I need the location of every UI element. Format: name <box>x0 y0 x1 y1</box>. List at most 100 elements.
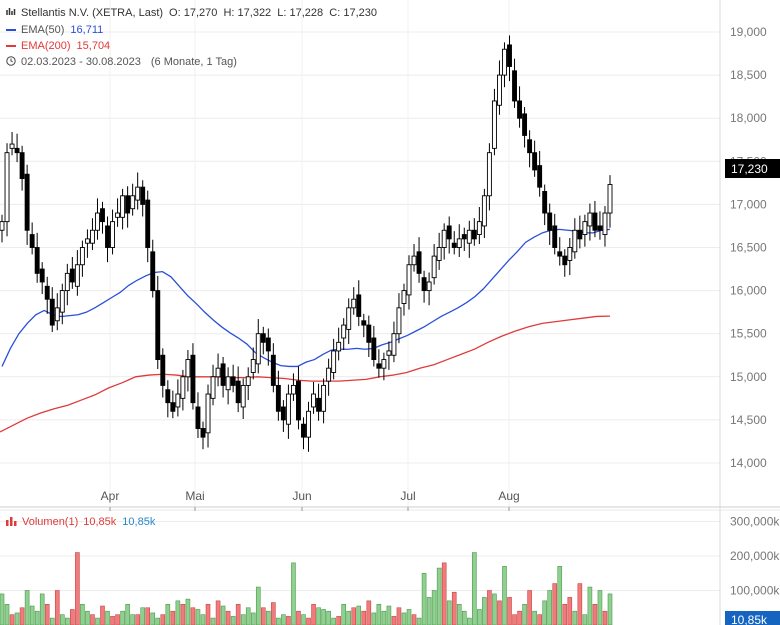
volume-bar <box>281 614 286 625</box>
month-tick-label: Aug <box>498 489 519 503</box>
candle-body <box>502 48 507 76</box>
candle-body <box>486 152 492 197</box>
volume-bar <box>507 597 512 625</box>
price-tick-label: 19,000 <box>730 25 767 39</box>
volume-bar <box>95 617 100 625</box>
ema50-swatch <box>6 29 16 32</box>
candle-body <box>175 393 181 408</box>
chart-settings-icon[interactable] <box>6 7 16 17</box>
volume-bar <box>110 616 115 625</box>
month-tick-label: Mai <box>185 489 204 503</box>
volume-series <box>0 552 613 625</box>
volume-bar <box>346 610 352 625</box>
volume-bar <box>301 614 306 625</box>
volume-bar <box>592 603 598 625</box>
candle-body <box>346 307 352 330</box>
candle-body <box>371 337 377 361</box>
volume-axis: 300,000k 200,000k 100,000k <box>730 515 780 598</box>
volume-bar <box>416 617 422 625</box>
candle-body <box>240 384 246 408</box>
candle-body <box>165 389 171 404</box>
volume-bar <box>371 612 377 625</box>
volume-bar <box>205 603 211 625</box>
ema200-label: EMA(200) <box>21 40 71 52</box>
candle-body <box>74 264 80 287</box>
volume-bar <box>215 600 221 625</box>
candle-body <box>321 384 327 412</box>
volume-tick-label: 300,000k <box>730 515 780 529</box>
volume-bar <box>24 590 30 625</box>
price-tick-label: 18,500 <box>730 68 767 82</box>
candle-body <box>587 212 593 227</box>
candle-body <box>89 229 95 244</box>
volume-bar <box>19 607 25 625</box>
volume-bar <box>461 610 467 625</box>
volume-bar <box>210 617 216 625</box>
candle-body <box>547 212 553 231</box>
candle-body <box>306 410 311 438</box>
candle-body <box>130 195 136 210</box>
volume-bar <box>316 607 321 625</box>
candle-body <box>4 152 10 223</box>
volume-bar <box>160 614 166 625</box>
volume-bar <box>155 617 161 625</box>
volume-bar <box>517 610 522 625</box>
volume-bar <box>240 614 246 625</box>
candle-body <box>19 152 25 179</box>
candle-body <box>607 184 613 214</box>
volume-bar <box>537 614 542 625</box>
candle-body <box>532 152 538 171</box>
volume-bar <box>386 605 392 625</box>
volume-bar <box>321 609 326 625</box>
candle-body <box>351 298 357 309</box>
volume-bar <box>105 610 110 625</box>
volume-label: Volumen(1) <box>22 516 79 528</box>
volume-bar <box>587 586 593 625</box>
volume-bar <box>59 614 65 625</box>
volume-bar <box>185 598 191 625</box>
candle-body <box>356 294 362 317</box>
last-price-tag-bg <box>725 159 780 178</box>
volume-bar <box>351 607 357 625</box>
candle-body <box>426 281 432 292</box>
candle-body <box>135 186 141 201</box>
ema200-layer <box>0 315 611 433</box>
candle-body <box>34 247 40 274</box>
volume-bar <box>4 603 10 625</box>
candle-body <box>170 402 176 412</box>
volume-bar <box>607 593 613 625</box>
candle-body <box>336 341 342 352</box>
candle-body <box>150 251 156 292</box>
volume-bar <box>54 590 60 625</box>
candle-body <box>562 255 568 266</box>
volume-bar <box>49 617 55 625</box>
volume-bar <box>90 614 95 625</box>
candle-body <box>507 44 512 67</box>
candle-body <box>280 406 286 421</box>
candle-body <box>471 229 477 240</box>
volume-bar <box>336 616 341 625</box>
candle-body <box>250 359 256 373</box>
legend-ema50[interactable]: EMA(50) 16,711 <box>6 23 103 37</box>
volume-bar <box>552 583 558 625</box>
candle-body <box>120 195 126 218</box>
volume-legend[interactable]: Volumen(1) 10,85k 10,85k <box>6 516 155 528</box>
last-volume-label: 10,85k <box>731 613 768 625</box>
volume-bar <box>562 603 568 625</box>
candle-body <box>572 229 578 253</box>
price-tick-label: 16,000 <box>730 284 767 298</box>
volume-bar <box>296 610 301 625</box>
last-price-label: 17,230 <box>731 162 768 176</box>
volume-bar <box>245 607 251 625</box>
candle-body <box>537 165 543 188</box>
ema200-line <box>0 315 611 433</box>
candle-body <box>517 100 523 119</box>
candle-body <box>230 376 236 386</box>
volume-bar <box>487 590 492 625</box>
legend-ema200[interactable]: EMA(200) 15,704 <box>6 39 110 53</box>
volume-bar <box>582 614 588 625</box>
candle-body <box>481 195 487 227</box>
volume-bar <box>230 616 236 625</box>
volume-bar <box>255 586 261 625</box>
